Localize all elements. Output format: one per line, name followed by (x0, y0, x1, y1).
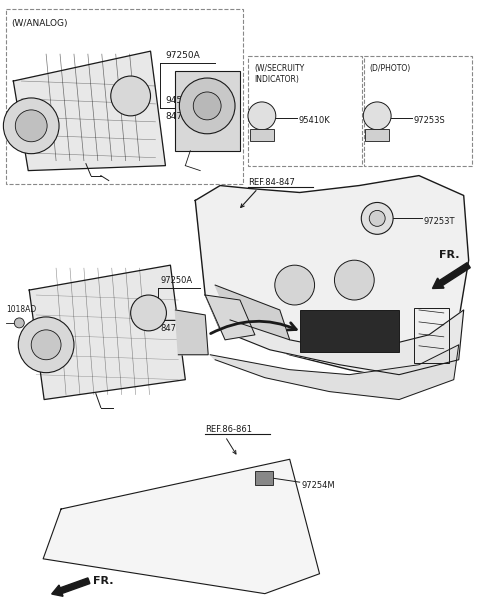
Circle shape (180, 78, 235, 134)
Text: 95410K: 95410K (299, 116, 330, 125)
Bar (255, 471, 273, 485)
Circle shape (275, 265, 314, 305)
Circle shape (335, 260, 374, 300)
Bar (414, 308, 449, 363)
Bar (300, 310, 399, 352)
Text: 94540: 94540 (166, 96, 194, 105)
Bar (365, 129, 389, 140)
Circle shape (31, 330, 61, 360)
Text: 97254M: 97254M (301, 481, 335, 490)
Polygon shape (205, 295, 464, 374)
Polygon shape (215, 285, 290, 340)
Polygon shape (195, 175, 468, 380)
Polygon shape (13, 51, 166, 171)
Circle shape (369, 210, 385, 226)
Text: REF.84-847: REF.84-847 (248, 177, 295, 186)
Circle shape (193, 92, 221, 120)
Polygon shape (29, 265, 185, 400)
Text: 97253T: 97253T (424, 217, 456, 226)
Circle shape (14, 318, 24, 328)
Bar (248, 56, 362, 166)
Polygon shape (175, 310, 208, 355)
Polygon shape (210, 345, 459, 400)
Text: 1018AD: 1018AD (6, 305, 36, 314)
Text: (W/ANALOG): (W/ANALOG) (12, 19, 68, 28)
Bar (175, 71, 240, 151)
Text: 97253S: 97253S (414, 116, 446, 125)
Text: INDICATOR): INDICATOR) (254, 75, 299, 84)
Bar (6, 10, 243, 183)
Bar (250, 129, 274, 140)
Polygon shape (43, 459, 320, 593)
Text: REF.86-861: REF.86-861 (205, 425, 252, 434)
Circle shape (248, 102, 276, 130)
Circle shape (361, 203, 393, 235)
Circle shape (18, 317, 74, 373)
Text: (D/PHOTO): (D/PHOTO) (369, 64, 410, 73)
Text: FR.: FR. (439, 250, 459, 260)
Text: 97250A: 97250A (160, 276, 192, 285)
FancyArrow shape (432, 263, 470, 288)
Text: 84747: 84747 (166, 112, 194, 121)
Circle shape (3, 98, 59, 154)
Circle shape (111, 76, 151, 116)
Text: 97250A: 97250A (166, 51, 200, 60)
Circle shape (363, 102, 391, 130)
Bar (364, 56, 472, 166)
Text: 84747: 84747 (160, 324, 187, 333)
FancyArrow shape (52, 578, 90, 596)
Circle shape (131, 295, 167, 331)
Polygon shape (205, 295, 255, 340)
Text: FR.: FR. (93, 576, 113, 586)
Circle shape (15, 110, 47, 142)
Text: (W/SECRUITY: (W/SECRUITY (254, 64, 304, 73)
